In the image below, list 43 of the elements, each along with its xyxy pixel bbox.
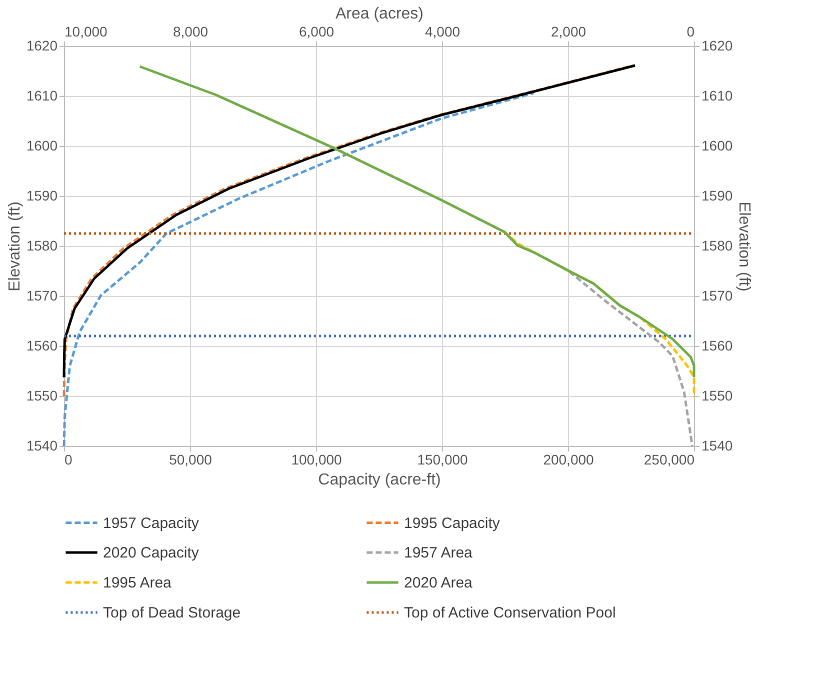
x-tick-label: 250,000: [644, 452, 695, 468]
legend-label: 1995 Area: [103, 574, 172, 592]
y2-tick-label: 1620: [702, 38, 733, 54]
legend-label: 2020 Area: [404, 574, 474, 592]
y2-tick-label: 1590: [702, 188, 733, 204]
x2-tick-label: 2,000: [550, 24, 586, 40]
x-tick-label: 0: [64, 452, 72, 468]
x-tick-label: 150,000: [417, 452, 468, 468]
x2-tick-label: 10,000: [64, 24, 108, 40]
x-axis-title: Capacity (acre-ft): [318, 472, 441, 488]
y2-tick-label: 1600: [702, 138, 733, 154]
line-series: [62, 92, 535, 448]
legend-label: Top of Active Conservation Pool: [404, 604, 616, 622]
y-tick-label: 1570: [26, 288, 58, 304]
y2-tick-label: 1610: [702, 88, 733, 104]
x2-tick-label: 0: [686, 24, 695, 40]
y2-tick-label: 1550: [702, 388, 733, 404]
y-tick-label: 1600: [26, 138, 58, 154]
y2-tick-label: 1560: [702, 338, 733, 354]
y2-tick-label: 1540: [702, 438, 733, 454]
x2-tick-label: 4,000: [424, 24, 460, 40]
y-tick-label: 1580: [26, 238, 58, 254]
y2-tick-label: 1570: [702, 288, 733, 304]
y-tick-label: 1620: [26, 38, 58, 54]
y-axis-title: Elevation (ft): [6, 202, 24, 292]
y-tick-label: 1550: [26, 388, 58, 404]
x2-axis-title: Area (acres): [335, 6, 424, 22]
legend-label: Top of Dead Storage: [103, 604, 241, 622]
legend-label: 1957 Area: [404, 544, 474, 562]
y-tick-label: 1540: [26, 438, 58, 454]
legend-label: 2020 Capacity: [103, 544, 200, 562]
x2-tick-label: 8,000: [172, 24, 208, 40]
y-tick-label: 1610: [26, 88, 58, 104]
y2-axis-title: Elevation (ft): [736, 202, 753, 292]
x2-tick-label: 6,000: [298, 24, 334, 40]
y-tick-label: 1560: [26, 338, 58, 354]
y-tick-label: 1590: [26, 188, 58, 204]
x-tick-label: 50,000: [169, 452, 212, 468]
legend-label: 1995 Capacity: [404, 514, 500, 532]
x-tick-label: 100,000: [291, 452, 342, 468]
legend-label: 1957 Capacity: [103, 514, 200, 532]
x-tick-label: 200,000: [543, 452, 594, 468]
y2-tick-label: 1580: [702, 238, 733, 254]
